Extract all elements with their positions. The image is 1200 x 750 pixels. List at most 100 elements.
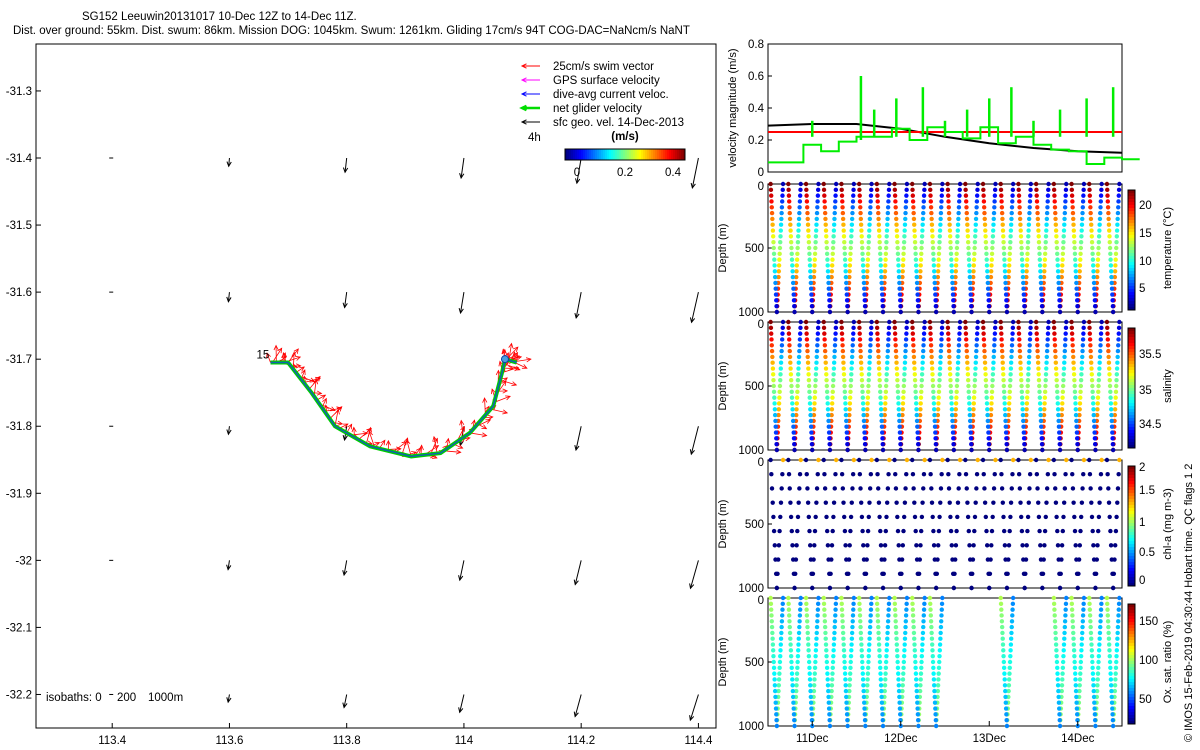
profile-point xyxy=(986,292,991,297)
profile-point xyxy=(1115,348,1121,354)
profile-point xyxy=(973,366,978,371)
profile-point xyxy=(1090,671,1096,676)
profile-point xyxy=(893,337,898,342)
profile-point xyxy=(806,642,811,647)
profile-point xyxy=(894,228,900,233)
profile-point xyxy=(992,187,998,193)
profile-point xyxy=(992,193,998,198)
profile-point xyxy=(770,222,775,227)
profile-point xyxy=(1081,325,1086,331)
profile-point xyxy=(1053,360,1059,365)
profile-point xyxy=(797,343,802,348)
profile-point xyxy=(1073,257,1078,262)
profile-point xyxy=(831,377,836,383)
profile-point xyxy=(937,642,943,647)
profile-point xyxy=(920,642,925,647)
profile-point xyxy=(1073,412,1079,418)
profile-point xyxy=(1025,514,1031,520)
profile-point xyxy=(968,436,974,441)
profile-point xyxy=(878,677,883,682)
profile-point xyxy=(776,688,781,694)
profile-point xyxy=(1071,630,1076,636)
profile-point xyxy=(921,205,926,210)
profile-point xyxy=(898,303,903,309)
profile-point xyxy=(1055,677,1060,682)
profile-point xyxy=(875,337,880,342)
profile-point xyxy=(1078,659,1084,665)
profile-point xyxy=(1073,677,1078,682)
profile-point xyxy=(772,543,777,548)
profile-point xyxy=(864,274,870,280)
profile-point xyxy=(1009,630,1014,636)
profile-point xyxy=(789,395,795,400)
profile-point xyxy=(904,595,910,601)
profile-point xyxy=(1061,377,1066,383)
profile-point xyxy=(768,181,773,187)
profile-point xyxy=(1064,595,1069,601)
profile-point xyxy=(860,401,866,406)
profile-point xyxy=(1062,222,1067,227)
profile-point xyxy=(894,648,900,653)
profile-point xyxy=(901,653,907,659)
profile-point xyxy=(897,430,903,435)
profile-point xyxy=(1002,401,1007,406)
section-colorbar-swatch xyxy=(1128,232,1135,236)
section-colorbar-swatch xyxy=(1128,628,1135,632)
profile-point xyxy=(950,571,956,576)
swim-vector xyxy=(433,436,438,454)
section-colorbar-swatch xyxy=(1128,238,1135,242)
map-panel: 113.4 113.6 113.8 114 114.2 114.4-31.3-31.4-3… xyxy=(6,43,717,747)
profile-point xyxy=(806,245,812,251)
profile-point xyxy=(985,418,991,424)
profile-point xyxy=(869,601,874,607)
profile-point xyxy=(798,457,803,463)
profile-point xyxy=(827,309,833,315)
swim-vector-head xyxy=(374,441,381,447)
profile-point xyxy=(869,181,874,187)
profile-point xyxy=(1008,372,1013,377)
profile-point xyxy=(790,683,795,688)
profile-point xyxy=(1043,234,1049,239)
profile-point xyxy=(790,412,796,418)
profile-point xyxy=(859,366,864,371)
profile-point xyxy=(1056,424,1062,429)
profile-point xyxy=(1064,457,1069,463)
isobath-level-label: 1000m xyxy=(148,692,183,704)
profile-point xyxy=(935,412,941,418)
map-x-tick-label: 113.4 xyxy=(98,735,127,747)
profile-point xyxy=(912,636,917,641)
profile-point xyxy=(1004,571,1009,576)
profile-point xyxy=(875,331,880,336)
profile-point xyxy=(811,688,817,694)
profile-point xyxy=(790,401,795,406)
profile-point xyxy=(1074,418,1079,424)
profile-point xyxy=(791,436,797,441)
profile-point xyxy=(1004,309,1010,315)
profile-point xyxy=(921,348,926,354)
profile-point xyxy=(1042,543,1047,548)
profile-point xyxy=(772,677,777,682)
profile-point xyxy=(1097,216,1103,222)
profile-point xyxy=(981,331,986,336)
profile-point xyxy=(963,457,968,463)
profile-point xyxy=(1071,354,1076,360)
profile-point xyxy=(786,325,791,331)
profile-point xyxy=(840,216,846,222)
profile-point xyxy=(894,216,899,222)
profile-point xyxy=(919,377,925,383)
profile-point xyxy=(865,528,871,534)
profile-point xyxy=(928,337,933,342)
profile-point xyxy=(824,239,829,245)
profile-point xyxy=(774,436,779,441)
profile-point xyxy=(956,205,962,210)
profile-point xyxy=(1010,613,1015,618)
profile-point xyxy=(901,514,907,520)
profile-point xyxy=(894,500,899,505)
profile-point xyxy=(914,280,920,286)
profile-point xyxy=(1106,216,1111,222)
profile-point xyxy=(883,395,888,400)
profile-point xyxy=(865,395,871,400)
profile-point xyxy=(877,377,882,383)
profile-point xyxy=(797,337,803,342)
profile-point xyxy=(1052,607,1057,612)
